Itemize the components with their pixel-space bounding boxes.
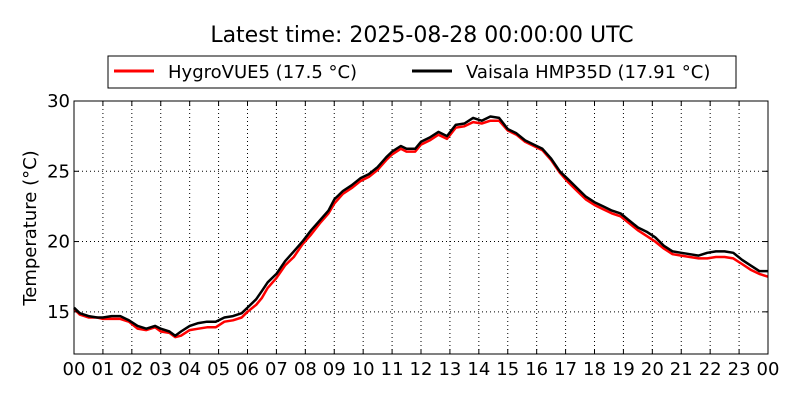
series-line-vaisala — [73, 115, 768, 337]
x-tick-label: 18 — [583, 359, 606, 380]
x-tick-label: 00 — [63, 359, 86, 380]
y-tick-label: 15 — [47, 302, 70, 323]
x-tick-label: 20 — [641, 359, 664, 380]
x-tick-label: 19 — [612, 359, 635, 380]
x-tick-label: 03 — [149, 359, 172, 380]
x-tick-label: 00 — [757, 359, 780, 380]
x-tick-label: 02 — [120, 359, 143, 380]
x-tick-label: 08 — [294, 359, 317, 380]
x-tick-label: 13 — [438, 359, 461, 380]
grid — [74, 101, 768, 354]
x-tick-label: 16 — [525, 359, 548, 380]
legend-label-hygrovue5: HygroVUE5 (17.5 °C) — [168, 62, 357, 83]
plot-frame — [73, 100, 769, 355]
y-axis-label: Temperature (°C) — [20, 150, 41, 306]
legend: HygroVUE5 (17.5 °C) Vaisala HMP35D (17.9… — [107, 55, 737, 89]
x-tick-label: 23 — [728, 359, 751, 380]
series-layer — [73, 115, 769, 339]
x-tick-label: 01 — [91, 359, 114, 380]
series-line-hygrovue5 — [73, 119, 769, 339]
y-tick-label: 20 — [47, 232, 70, 253]
x-tick-label: 17 — [554, 359, 577, 380]
ticks: 00 01 02 03 04 05 06 07 08 09 10 11 12 13 14 15 16 17 18 19… — [47, 91, 779, 380]
x-tick-label: 15 — [496, 359, 519, 380]
x-tick-label: 21 — [670, 359, 693, 380]
x-tick-label: 04 — [178, 359, 201, 380]
x-tick-label: 14 — [467, 359, 490, 380]
x-tick-label: 07 — [265, 359, 288, 380]
y-tick-label: 30 — [47, 91, 70, 112]
y-tick-label: 25 — [47, 161, 70, 182]
x-tick-label: 11 — [381, 359, 404, 380]
x-tick-label: 06 — [236, 359, 259, 380]
x-tick-label: 05 — [207, 359, 230, 380]
x-tick-label: 09 — [323, 359, 346, 380]
chart-title: Latest time: 2025-08-28 00:00:00 UTC — [210, 23, 633, 48]
x-tick-label: 12 — [410, 359, 433, 380]
x-tick-label: 10 — [352, 359, 375, 380]
legend-label-vaisala: Vaisala HMP35D (17.91 °C) — [466, 62, 710, 83]
x-tick-label: 22 — [699, 359, 722, 380]
